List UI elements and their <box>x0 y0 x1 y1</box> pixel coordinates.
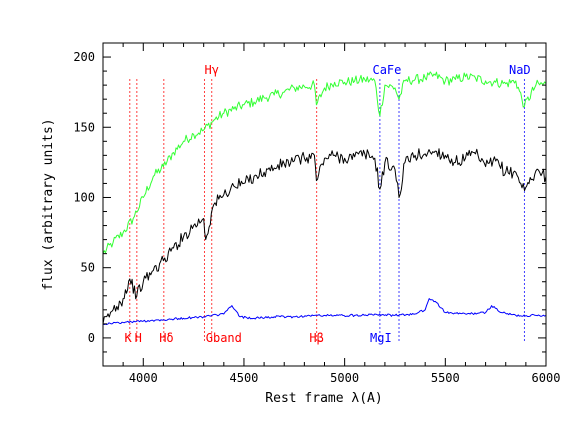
spectral-line-label: Hβ <box>309 331 323 345</box>
y-tick-label: 150 <box>73 120 95 134</box>
x-tick-label: 5000 <box>330 371 359 385</box>
x-axis-label: Rest frame λ(A) <box>265 391 382 406</box>
spectral-line-label: NaD <box>509 63 531 77</box>
spectrum-series-line <box>102 298 547 325</box>
spectral-line-label: CaFe <box>372 63 401 77</box>
spectral-line-label: Hδ <box>159 331 173 345</box>
x-tick-label: 6000 <box>532 371 561 385</box>
axes: 4000 4500 5000 5500 6000 0 50 100 150 200 <box>73 43 560 385</box>
plot-frame <box>102 42 547 367</box>
y-tick-label: 50 <box>81 261 95 275</box>
spectrum-series-line <box>102 148 547 324</box>
y-tick-label: 0 <box>88 331 95 345</box>
y-axis-label: flux (arbitrary units) <box>41 118 56 290</box>
spectral-line-label: MgI <box>370 331 392 345</box>
y-tick-label: 100 <box>73 190 95 204</box>
spectra-series <box>102 71 547 325</box>
spectrum-series-line <box>102 71 547 254</box>
spectral-line-label: H <box>135 331 142 345</box>
spectral-line-label: Gband <box>206 331 242 345</box>
x-tick-label: 4000 <box>129 371 158 385</box>
y-tick-label: 200 <box>73 50 95 64</box>
spectral-line-label: K <box>125 331 133 345</box>
x-tick-label: 4500 <box>230 371 259 385</box>
spectral-line-label: Hγ <box>205 63 219 77</box>
x-tick-label: 5500 <box>431 371 460 385</box>
spectral-line-labels: K H Hδ Gband Hγ Hβ MgI CaFe NaD <box>125 63 531 345</box>
spectral-line-markers <box>129 76 525 341</box>
